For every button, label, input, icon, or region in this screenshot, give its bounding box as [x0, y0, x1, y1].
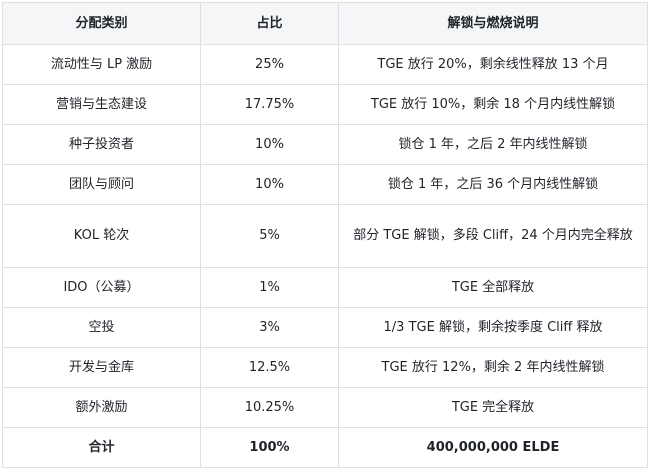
table-cell: 5%	[200, 204, 339, 268]
table-cell: 1%	[200, 267, 339, 308]
table-cell: 开发与金库	[2, 347, 201, 388]
total-cell: 100%	[200, 427, 339, 468]
table-row: KOL 轮次 5% 部分 TGE 解锁，多段 Cliff，24 个月内完全释放	[2, 204, 648, 268]
table-cell: 17.75%	[200, 84, 339, 125]
table-cell: 空投	[2, 307, 201, 348]
table-cell: 1/3 TGE 解锁，剩余按季度 Cliff 释放	[338, 307, 648, 348]
table-row: 额外激励 10.25% TGE 完全释放	[2, 387, 648, 428]
table-body: 流动性与 LP 激励 25% TGE 放行 20%，剩余线性释放 13 个月 营销与生…	[2, 44, 648, 468]
table-cell: TGE 放行 10%，剩余 18 个月内线性解锁	[338, 84, 648, 125]
table-row: 种子投资者 10% 锁仓 1 年，之后 2 年内线性解锁	[2, 124, 648, 165]
table-row: 空投 3% 1/3 TGE 解锁，剩余按季度 Cliff 释放	[2, 307, 648, 348]
table-cell: 锁仓 1 年，之后 36 个月内线性解锁	[338, 164, 648, 205]
table-row: 团队与顾问 10% 锁仓 1 年，之后 36 个月内线性解锁	[2, 164, 648, 205]
header-cell: 占比	[200, 2, 339, 45]
table-cell: 3%	[200, 307, 339, 348]
total-cell: 合计	[2, 427, 201, 468]
total-row: 合计 100% 400,000,000 ELDE	[2, 427, 648, 468]
table-row: 开发与金库 12.5% TGE 放行 12%，剩余 2 年内线性解锁	[2, 347, 648, 388]
table-cell: 流动性与 LP 激励	[2, 44, 201, 85]
table-cell: 10%	[200, 124, 339, 165]
table-cell: 25%	[200, 44, 339, 85]
total-cell: 400,000,000 ELDE	[338, 427, 648, 468]
table-cell: TGE 放行 20%，剩余线性释放 13 个月	[338, 44, 648, 85]
table-row: 营销与生态建设 17.75% TGE 放行 10%，剩余 18 个月内线性解锁	[2, 84, 648, 125]
table-row: 流动性与 LP 激励 25% TGE 放行 20%，剩余线性释放 13 个月	[2, 44, 648, 85]
table-cell: KOL 轮次	[2, 204, 201, 268]
table-cell: TGE 完全释放	[338, 387, 648, 428]
table-cell: 部分 TGE 解锁，多段 Cliff，24 个月内完全释放	[338, 204, 648, 268]
table-cell: 额外激励	[2, 387, 201, 428]
table-cell: 10%	[200, 164, 339, 205]
table-cell: 锁仓 1 年，之后 2 年内线性解锁	[338, 124, 648, 165]
table-cell: 种子投资者	[2, 124, 201, 165]
table-row: IDO（公募） 1% TGE 全部释放	[2, 267, 648, 308]
table-cell: 团队与顾问	[2, 164, 201, 205]
table-cell: TGE 放行 12%，剩余 2 年内线性解锁	[338, 347, 648, 388]
table-cell: 10.25%	[200, 387, 339, 428]
header-cell: 分配类别	[2, 2, 201, 45]
table-cell: 12.5%	[200, 347, 339, 388]
header-cell: 解锁与燃烧说明	[338, 2, 648, 45]
table-cell: 营销与生态建设	[2, 84, 201, 125]
table-cell: IDO（公募）	[2, 267, 201, 308]
header-row: 分配类别 占比 解锁与燃烧说明	[2, 2, 648, 45]
table-cell: TGE 全部释放	[338, 267, 648, 308]
